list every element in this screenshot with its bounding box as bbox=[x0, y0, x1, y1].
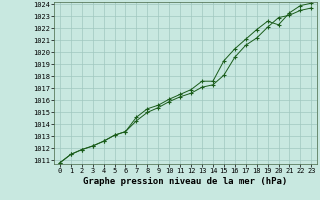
X-axis label: Graphe pression niveau de la mer (hPa): Graphe pression niveau de la mer (hPa) bbox=[84, 177, 288, 186]
